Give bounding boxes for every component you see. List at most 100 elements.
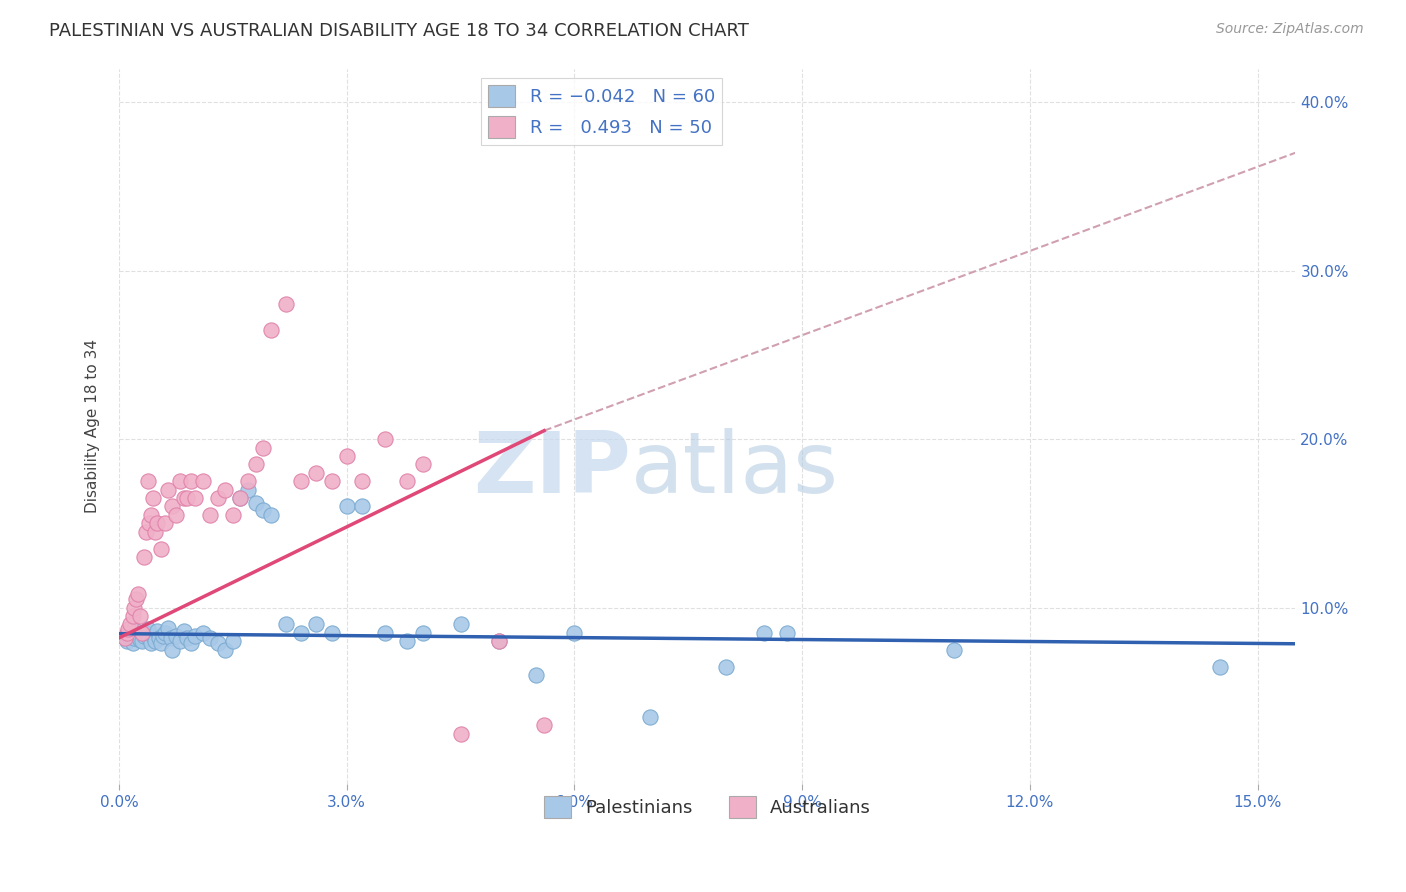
Point — [396, 474, 419, 488]
Point — [132, 549, 155, 564]
Point — [135, 625, 157, 640]
Point — [145, 524, 167, 539]
Point — [176, 491, 198, 505]
Point — [173, 624, 195, 639]
Point — [1208, 659, 1230, 673]
Point — [125, 592, 148, 607]
Point — [526, 668, 548, 682]
Point — [374, 432, 396, 446]
Point — [640, 710, 662, 724]
Point — [198, 631, 221, 645]
Point — [776, 625, 799, 640]
Point — [336, 449, 359, 463]
Point — [274, 617, 297, 632]
Point — [139, 636, 162, 650]
Text: Source: ZipAtlas.com: Source: ZipAtlas.com — [1216, 22, 1364, 37]
Point — [176, 631, 198, 645]
Point — [114, 631, 136, 645]
Point — [450, 727, 472, 741]
Point — [305, 466, 328, 480]
Point — [165, 629, 187, 643]
Point — [533, 718, 555, 732]
Point — [321, 474, 343, 488]
Point — [129, 609, 152, 624]
Point — [160, 642, 183, 657]
Point — [120, 617, 142, 632]
Point — [184, 491, 207, 505]
Point — [350, 500, 373, 514]
Point — [229, 491, 252, 505]
Point — [564, 625, 586, 640]
Point — [412, 625, 434, 640]
Point — [115, 634, 138, 648]
Point — [321, 625, 343, 640]
Point — [396, 634, 419, 648]
Point — [305, 617, 328, 632]
Point — [274, 297, 297, 311]
Point — [142, 629, 165, 643]
Point — [136, 623, 159, 637]
Point — [120, 625, 142, 640]
Point — [117, 629, 139, 643]
Point — [214, 483, 236, 497]
Point — [138, 631, 160, 645]
Point — [374, 625, 396, 640]
Point — [131, 634, 153, 648]
Point — [198, 508, 221, 522]
Point — [152, 629, 174, 643]
Point — [148, 631, 170, 645]
Point — [122, 600, 145, 615]
Point — [153, 516, 176, 531]
Point — [146, 624, 169, 639]
Point — [184, 629, 207, 643]
Y-axis label: Disability Age 18 to 34: Disability Age 18 to 34 — [86, 340, 100, 514]
Point — [222, 634, 245, 648]
Point — [121, 609, 143, 624]
Point — [350, 474, 373, 488]
Point — [169, 474, 191, 488]
Legend: Palestinians, Australians: Palestinians, Australians — [536, 789, 879, 825]
Point — [165, 508, 187, 522]
Point — [122, 631, 145, 645]
Point — [132, 629, 155, 643]
Point — [149, 636, 172, 650]
Point — [336, 500, 359, 514]
Text: PALESTINIAN VS AUSTRALIAN DISABILITY AGE 18 TO 34 CORRELATION CHART: PALESTINIAN VS AUSTRALIAN DISABILITY AGE… — [49, 22, 749, 40]
Point — [450, 617, 472, 632]
Point — [149, 541, 172, 556]
Point — [169, 634, 191, 648]
Point — [754, 625, 776, 640]
Point — [290, 474, 312, 488]
Text: atlas: atlas — [631, 428, 839, 511]
Point — [138, 516, 160, 531]
Point — [135, 524, 157, 539]
Point — [117, 623, 139, 637]
Text: ZIP: ZIP — [472, 428, 631, 511]
Point — [412, 458, 434, 472]
Point — [159, 631, 181, 645]
Point — [146, 516, 169, 531]
Point — [142, 491, 165, 505]
Point — [260, 508, 283, 522]
Point — [191, 474, 214, 488]
Point — [180, 474, 202, 488]
Point — [127, 627, 149, 641]
Point — [157, 483, 180, 497]
Point — [236, 483, 259, 497]
Point — [145, 634, 167, 648]
Point — [488, 634, 510, 648]
Point — [127, 587, 149, 601]
Point — [716, 659, 738, 673]
Point — [236, 474, 259, 488]
Point — [222, 508, 245, 522]
Point — [252, 441, 274, 455]
Point — [139, 508, 162, 522]
Point — [252, 503, 274, 517]
Point — [114, 631, 136, 645]
Point — [180, 636, 202, 650]
Point — [136, 474, 159, 488]
Point — [260, 323, 283, 337]
Point — [290, 625, 312, 640]
Point — [229, 491, 252, 505]
Point — [125, 624, 148, 639]
